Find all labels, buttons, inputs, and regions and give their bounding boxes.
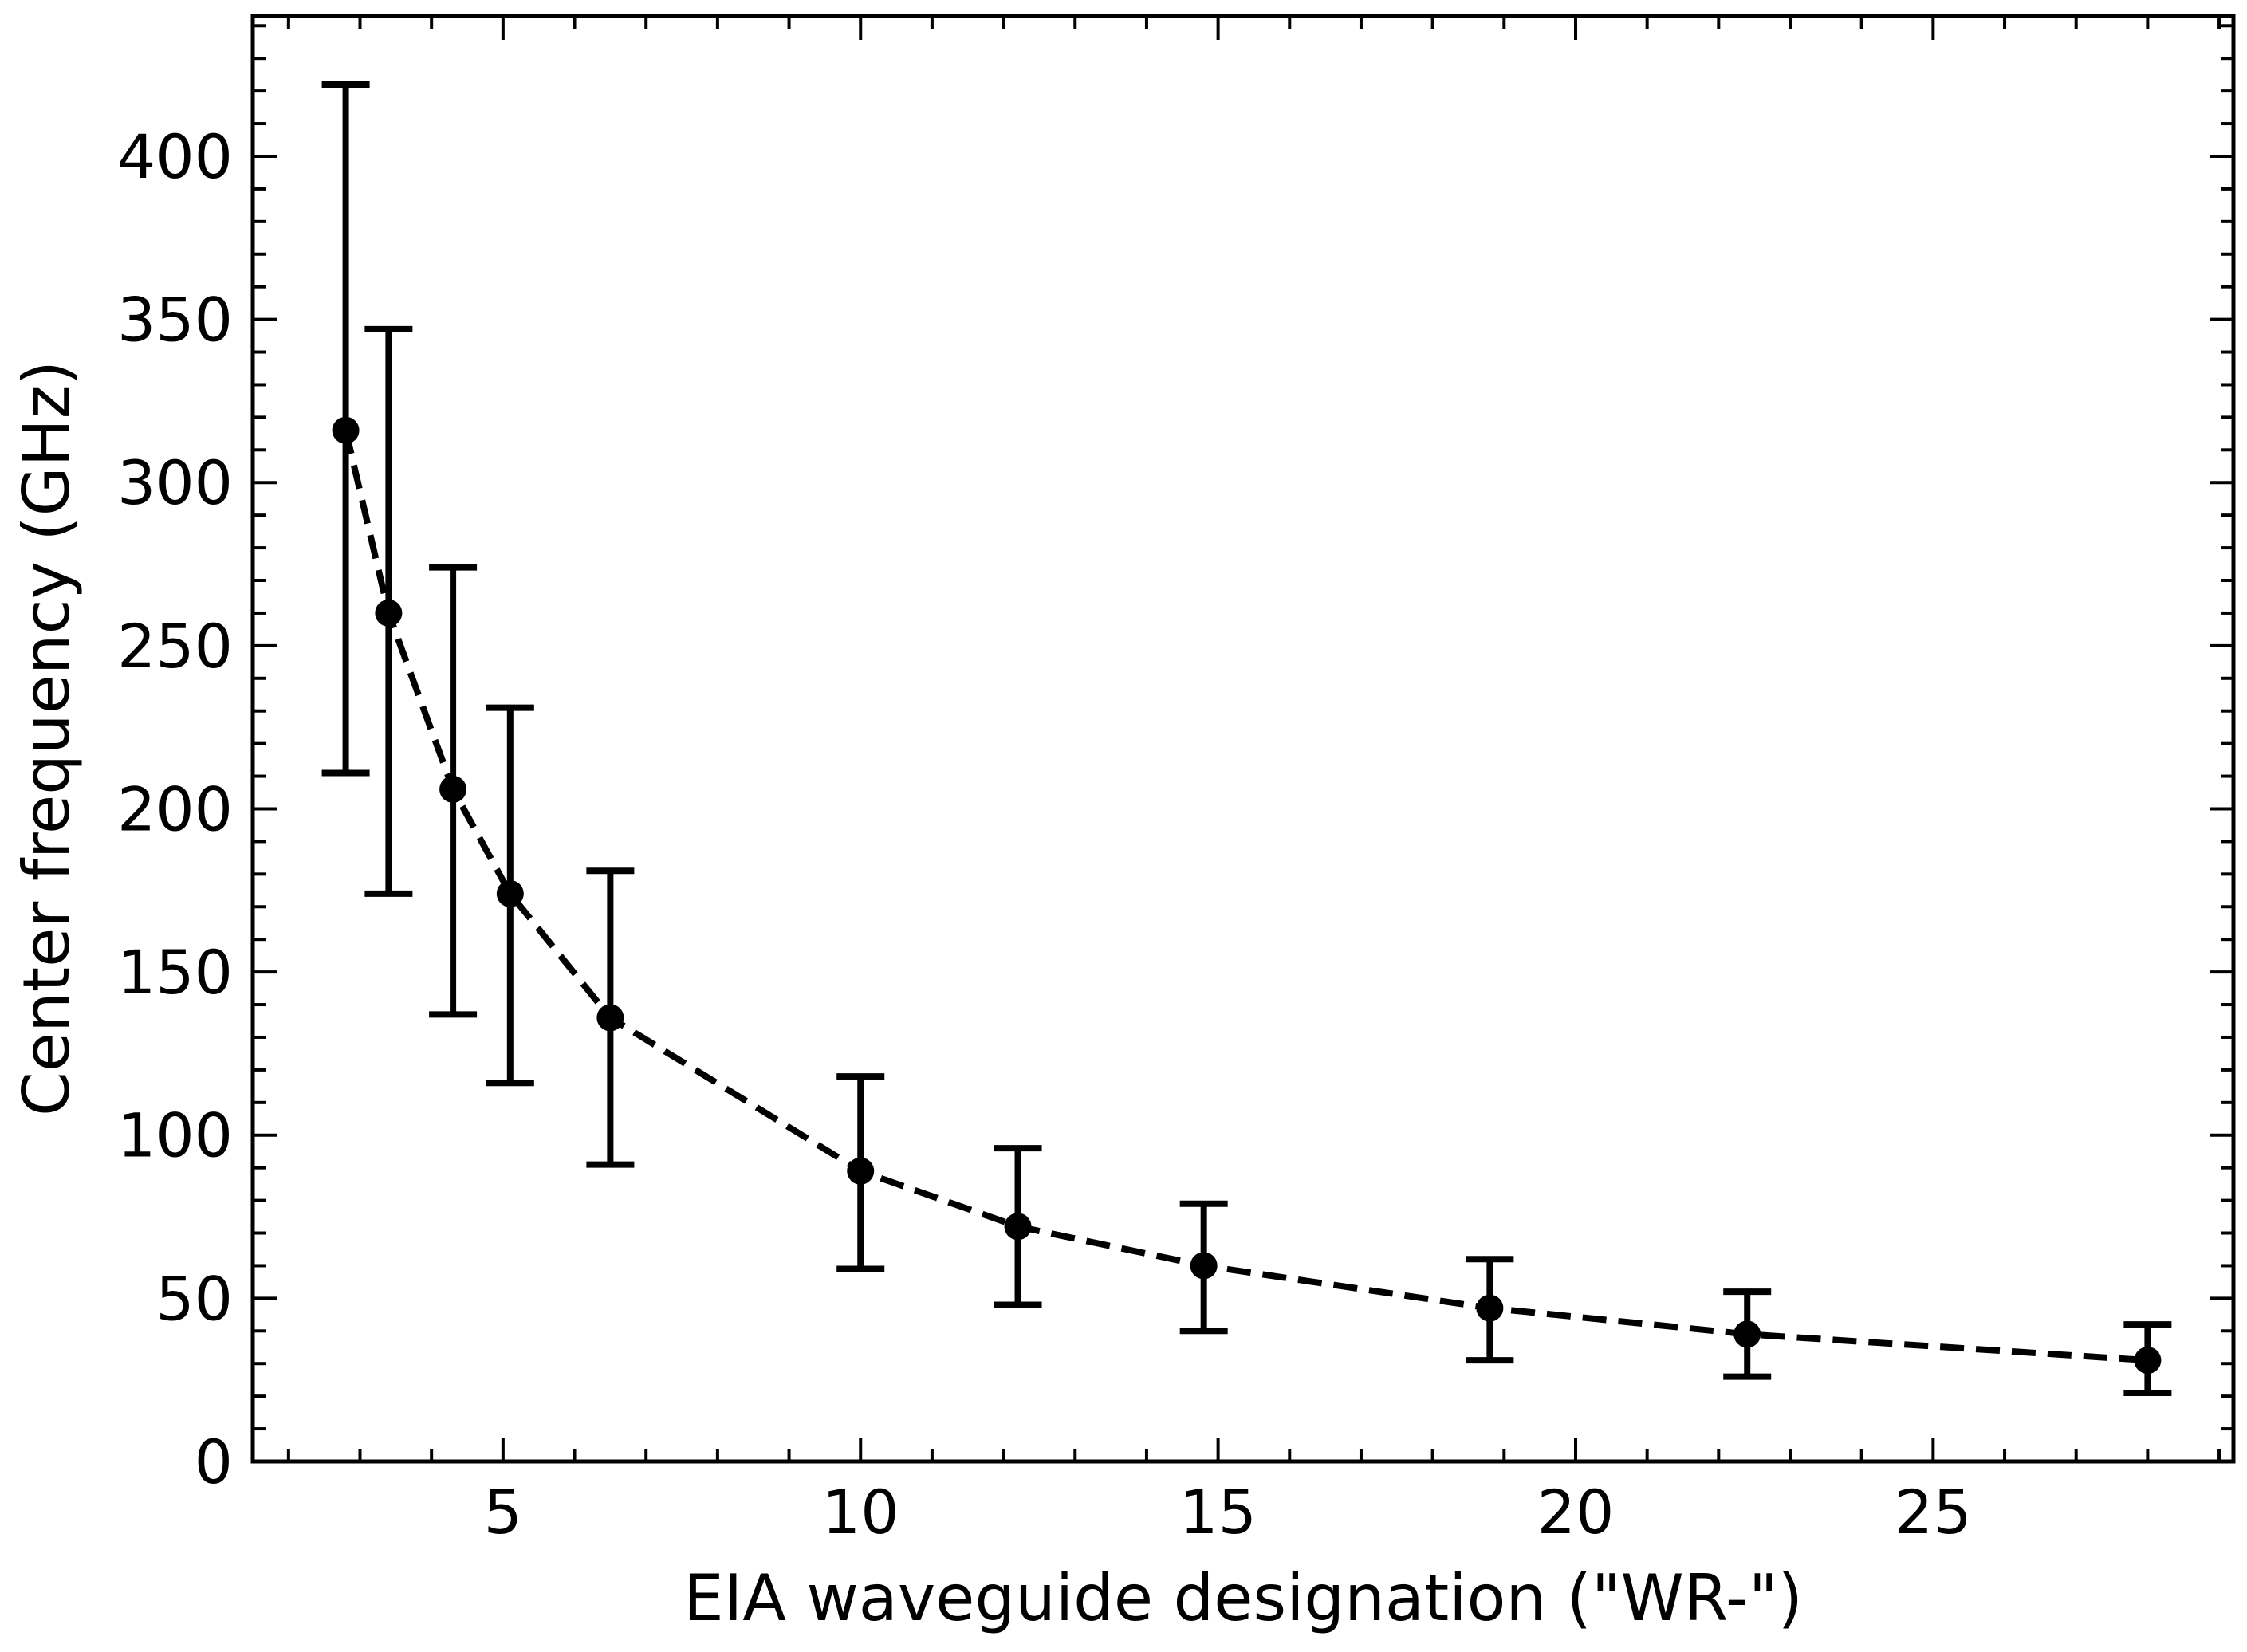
y-tick-label: 400 bbox=[117, 121, 233, 192]
x-tick-label: 5 bbox=[484, 1477, 522, 1548]
data-point bbox=[439, 775, 467, 803]
data-point bbox=[332, 416, 360, 444]
x-axis-label: EIA waveguide designation ("WR-") bbox=[683, 1561, 1803, 1635]
data-point bbox=[847, 1157, 875, 1185]
data-point bbox=[1733, 1320, 1761, 1348]
x-tick-label: 10 bbox=[822, 1477, 899, 1548]
x-tick-label: 25 bbox=[1895, 1477, 1972, 1548]
data-point bbox=[2134, 1347, 2162, 1375]
errorbars-group bbox=[321, 81, 2172, 1397]
plot-frame bbox=[250, 14, 2236, 1464]
data-point bbox=[596, 1004, 624, 1032]
y-tick-label: 100 bbox=[117, 1100, 233, 1171]
x-tick-label: 20 bbox=[1537, 1477, 1615, 1548]
y-tick-label: 350 bbox=[117, 285, 233, 356]
y-axis-label: Center frequency (GHz) bbox=[10, 360, 84, 1116]
y-tick-label: 0 bbox=[195, 1426, 233, 1497]
data-point bbox=[496, 879, 524, 907]
y-tick-label: 150 bbox=[117, 937, 233, 1008]
x-tick-label: 15 bbox=[1179, 1477, 1257, 1548]
data-point bbox=[1190, 1252, 1218, 1280]
y-tick-label: 300 bbox=[117, 447, 233, 518]
axis-ticks bbox=[253, 16, 2233, 1463]
y-tick-label: 50 bbox=[155, 1263, 233, 1334]
data-point bbox=[1004, 1213, 1032, 1241]
data-point bbox=[375, 599, 403, 627]
data-point bbox=[1476, 1294, 1504, 1322]
y-tick-label: 250 bbox=[117, 611, 233, 682]
points-group bbox=[332, 416, 2162, 1375]
y-tick-label: 200 bbox=[117, 773, 233, 844]
